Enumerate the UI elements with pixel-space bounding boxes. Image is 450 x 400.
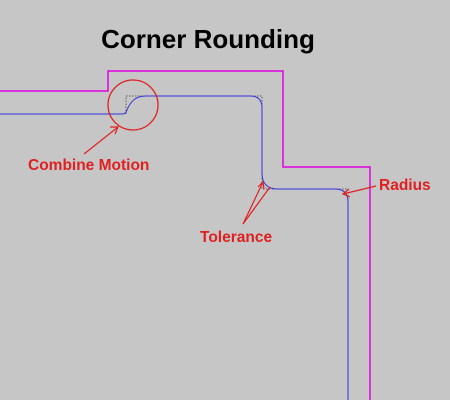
diagram-title: Corner Rounding [101,24,315,54]
tolerance-label: Tolerance [200,229,272,246]
radius-arrow [341,185,377,198]
radius-label: Radius [379,177,431,194]
combine-motion-label: Combine Motion [28,157,149,174]
tool-path-line [0,95,349,400]
tolerance-arrow [242,180,271,225]
combine-motion-arrow [83,126,119,155]
part-boundary-line [0,70,371,400]
sharp-corner-reference [125,95,349,201]
combine-motion-circle [107,79,159,131]
